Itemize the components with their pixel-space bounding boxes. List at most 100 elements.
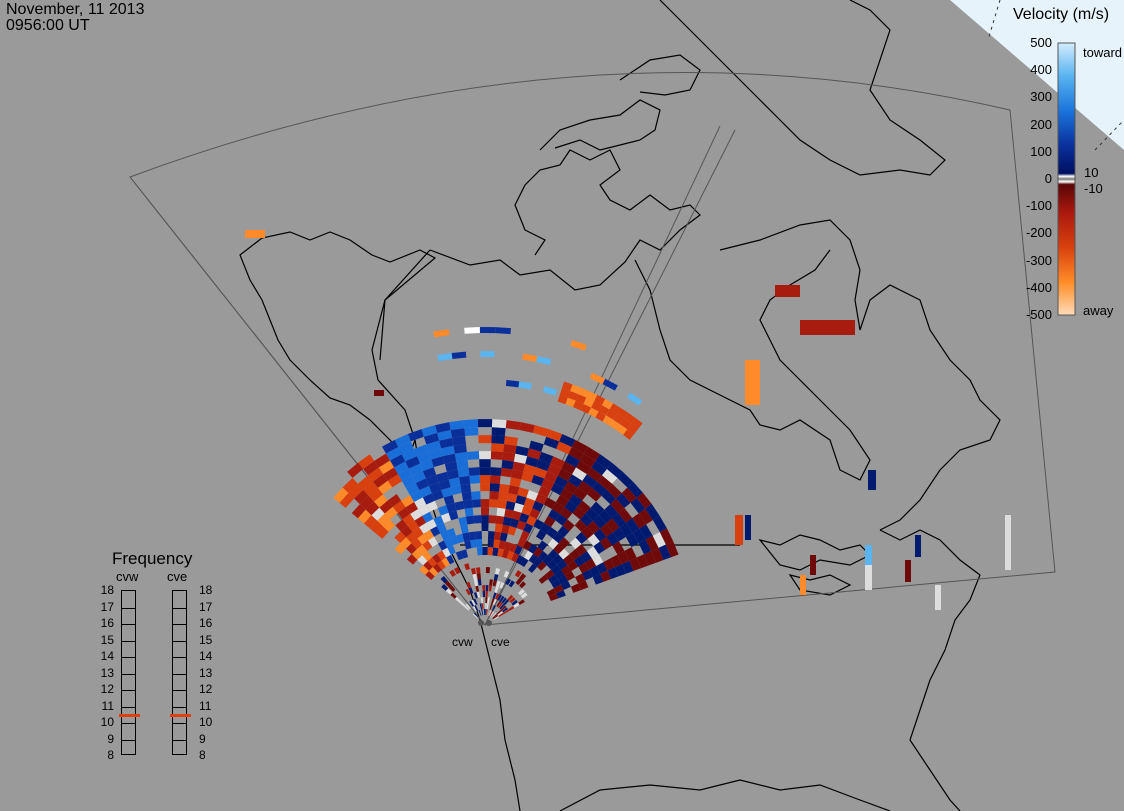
velocity-cell [400, 537, 412, 549]
velocity-cell [505, 500, 516, 511]
velocity-cell [523, 463, 537, 475]
velocity-cell [436, 523, 447, 534]
timestamp: November, 11 2013 0956:00 UT [6, 2, 144, 34]
velocity-cell [1005, 515, 1011, 570]
velocity-cell [536, 459, 551, 472]
velocity-cell [643, 550, 657, 566]
velocity-cell [458, 516, 468, 527]
velocity-cell [405, 502, 418, 514]
velocity-cell [622, 560, 634, 574]
velocity-cell [595, 454, 612, 469]
velocity-cell [624, 412, 636, 424]
gauge-gridline [173, 640, 186, 642]
velocity-cell [598, 509, 613, 524]
velocity-cell [333, 487, 349, 503]
velocity-cell [422, 467, 437, 479]
velocity-cell [398, 441, 414, 455]
velocity-cell [454, 451, 468, 462]
velocity-cell [339, 493, 355, 509]
freq-scale-left: 17 [100, 599, 114, 614]
freq-radar-cve: cve [167, 569, 188, 584]
velocity-cell [431, 489, 444, 501]
velocity-cell [378, 460, 394, 475]
velocity-cell [471, 499, 481, 508]
velocity-cell [501, 524, 510, 534]
freq-scale-right: 15 [199, 632, 213, 647]
velocity-cell [444, 461, 458, 472]
velocity-cell [439, 437, 454, 449]
velocity-tick: -100 [1025, 198, 1052, 214]
velocity-cell [501, 549, 510, 559]
velocity-cell [488, 585, 492, 592]
velocity-cell [631, 417, 643, 429]
date-label: November, 11 2013 [6, 1, 145, 18]
freq-scale-left: 8 [107, 748, 114, 762]
velocity-cell [594, 394, 606, 406]
velocity-cell [551, 579, 561, 589]
velocity-cell [537, 561, 547, 571]
velocity-cell [528, 563, 538, 573]
velocity-cell [499, 603, 505, 610]
velocity-cell [601, 489, 616, 505]
velocity-cell [433, 329, 450, 338]
velocity-cell [490, 451, 504, 460]
velocity-cell [416, 451, 432, 464]
velocity-cell [868, 470, 876, 490]
velocity-cell [564, 454, 580, 468]
velocity-cell [492, 598, 497, 606]
velocity-cell [410, 508, 422, 521]
velocity-cell [586, 546, 599, 559]
velocity-cell [496, 580, 501, 588]
toward-label: toward [1083, 45, 1123, 60]
velocity-tick: 300 [1030, 89, 1052, 105]
velocity-cell [373, 494, 388, 508]
velocity-cell [609, 419, 621, 431]
velocity-cell [493, 573, 499, 581]
velocity-cell [519, 573, 527, 581]
velocity-cell [376, 526, 389, 539]
velocity-cell [606, 462, 623, 478]
velocity-cell [405, 456, 420, 469]
velocity-cell [406, 554, 418, 565]
velocity-cell [446, 469, 459, 480]
velocity-cell [443, 494, 455, 506]
velocity-cell [394, 543, 406, 555]
velocity-cell [509, 477, 522, 488]
velocity-cell [450, 485, 462, 495]
velocity-cell [357, 509, 372, 524]
velocity-tick: 500 [1030, 35, 1052, 50]
velocity-cell [620, 418, 632, 430]
velocity-cell [571, 439, 588, 454]
velocity-cell [553, 584, 564, 594]
velocity-cell [505, 578, 511, 586]
velocity-cell [592, 515, 607, 529]
velocity-cell [580, 550, 592, 563]
velocity-cell [386, 447, 402, 461]
velocity-cell [617, 471, 634, 488]
gauge-gridline [173, 673, 186, 675]
velocity-cell [423, 432, 440, 445]
velocity-cell [482, 591, 485, 598]
velocity-cell [500, 467, 513, 478]
velocity-cell [497, 611, 504, 616]
velocity-cell [592, 573, 604, 585]
velocity-cell [616, 424, 628, 435]
velocity-cell [435, 422, 451, 433]
velocity-cell [612, 513, 626, 528]
velocity-cell [558, 548, 570, 560]
velocity-cell [564, 481, 578, 495]
velocity-cell [575, 544, 587, 556]
velocity-cell [422, 550, 433, 562]
velocity-cell [425, 474, 439, 486]
velocity-cell [515, 554, 524, 565]
velocity-scale-title: Velocity (m/s) [1013, 6, 1110, 23]
velocity-cell [245, 230, 265, 238]
freq-scale-right: 10 [199, 715, 213, 729]
velocity-cell [563, 554, 574, 566]
velocity-cell [538, 485, 551, 498]
velocity-cell [490, 467, 502, 476]
velocity-cell [562, 519, 575, 532]
freq-scale-right: 14 [199, 649, 213, 663]
velocity-cell [578, 562, 590, 574]
velocity-cell [494, 586, 499, 594]
